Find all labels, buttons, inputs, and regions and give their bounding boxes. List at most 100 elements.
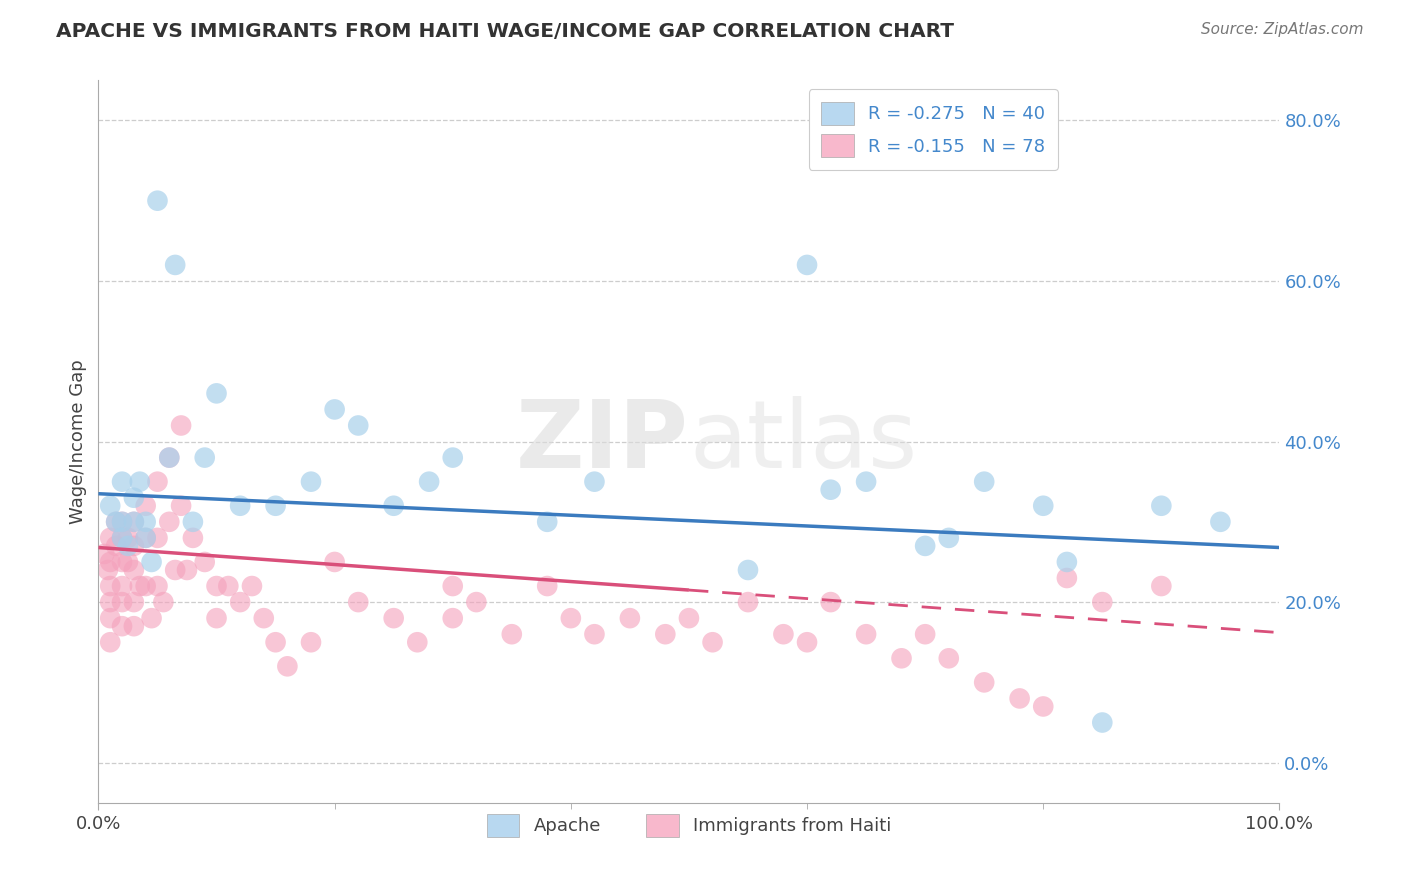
- Point: [973, 475, 995, 489]
- Point: [418, 475, 440, 489]
- Point: [264, 635, 287, 649]
- Point: [938, 531, 960, 545]
- Point: [98, 499, 121, 513]
- Point: [323, 402, 346, 417]
- Point: [141, 555, 163, 569]
- Point: [229, 595, 252, 609]
- Point: [1150, 499, 1173, 513]
- Point: [135, 499, 157, 513]
- Point: [157, 450, 180, 465]
- Point: [1209, 515, 1232, 529]
- Point: [973, 675, 995, 690]
- Point: [702, 635, 724, 649]
- Point: [98, 555, 121, 569]
- Point: [122, 595, 145, 609]
- Point: [111, 619, 134, 633]
- Point: [382, 499, 405, 513]
- Y-axis label: Wage/Income Gap: Wage/Income Gap: [69, 359, 87, 524]
- Point: [678, 611, 700, 625]
- Point: [111, 515, 134, 529]
- Point: [93, 547, 115, 561]
- Point: [583, 627, 606, 641]
- Point: [536, 515, 558, 529]
- Text: APACHE VS IMMIGRANTS FROM HAITI WAGE/INCOME GAP CORRELATION CHART: APACHE VS IMMIGRANTS FROM HAITI WAGE/INC…: [56, 22, 955, 41]
- Point: [111, 555, 134, 569]
- Point: [465, 595, 488, 609]
- Point: [194, 450, 217, 465]
- Point: [654, 627, 676, 641]
- Point: [170, 499, 193, 513]
- Point: [205, 611, 228, 625]
- Point: [122, 491, 145, 505]
- Point: [406, 635, 429, 649]
- Point: [619, 611, 641, 625]
- Point: [157, 450, 180, 465]
- Point: [772, 627, 794, 641]
- Point: [205, 579, 228, 593]
- Point: [122, 619, 145, 633]
- Text: ZIP: ZIP: [516, 395, 689, 488]
- Point: [98, 579, 121, 593]
- Point: [135, 515, 157, 529]
- Point: [914, 539, 936, 553]
- Point: [146, 475, 169, 489]
- Point: [98, 531, 121, 545]
- Point: [382, 611, 405, 625]
- Text: atlas: atlas: [689, 395, 917, 488]
- Point: [128, 579, 150, 593]
- Point: [737, 595, 759, 609]
- Point: [157, 515, 180, 529]
- Point: [122, 515, 145, 529]
- Point: [98, 611, 121, 625]
- Point: [105, 539, 128, 553]
- Point: [1150, 579, 1173, 593]
- Point: [855, 475, 877, 489]
- Point: [128, 475, 150, 489]
- Point: [176, 563, 198, 577]
- Point: [205, 386, 228, 401]
- Point: [165, 258, 187, 272]
- Point: [253, 611, 276, 625]
- Point: [299, 475, 322, 489]
- Point: [1056, 571, 1078, 585]
- Legend: Apache, Immigrants from Haiti: Apache, Immigrants from Haiti: [479, 806, 898, 845]
- Point: [122, 539, 145, 553]
- Point: [111, 475, 134, 489]
- Point: [938, 651, 960, 665]
- Point: [914, 627, 936, 641]
- Point: [117, 539, 139, 553]
- Point: [1056, 555, 1078, 569]
- Point: [122, 563, 145, 577]
- Point: [105, 515, 128, 529]
- Point: [105, 515, 128, 529]
- Point: [536, 579, 558, 593]
- Point: [146, 531, 169, 545]
- Point: [796, 258, 818, 272]
- Point: [501, 627, 523, 641]
- Point: [441, 450, 464, 465]
- Point: [441, 579, 464, 593]
- Point: [1032, 499, 1054, 513]
- Point: [229, 499, 252, 513]
- Point: [890, 651, 912, 665]
- Point: [111, 531, 134, 545]
- Point: [141, 611, 163, 625]
- Point: [347, 418, 370, 433]
- Point: [1091, 715, 1114, 730]
- Point: [1091, 595, 1114, 609]
- Point: [820, 483, 842, 497]
- Point: [181, 515, 204, 529]
- Point: [135, 579, 157, 593]
- Point: [165, 563, 187, 577]
- Point: [170, 418, 193, 433]
- Point: [98, 635, 121, 649]
- Point: [1032, 699, 1054, 714]
- Point: [97, 563, 120, 577]
- Point: [299, 635, 322, 649]
- Point: [441, 611, 464, 625]
- Point: [737, 563, 759, 577]
- Point: [347, 595, 370, 609]
- Point: [560, 611, 582, 625]
- Point: [276, 659, 298, 673]
- Point: [1008, 691, 1031, 706]
